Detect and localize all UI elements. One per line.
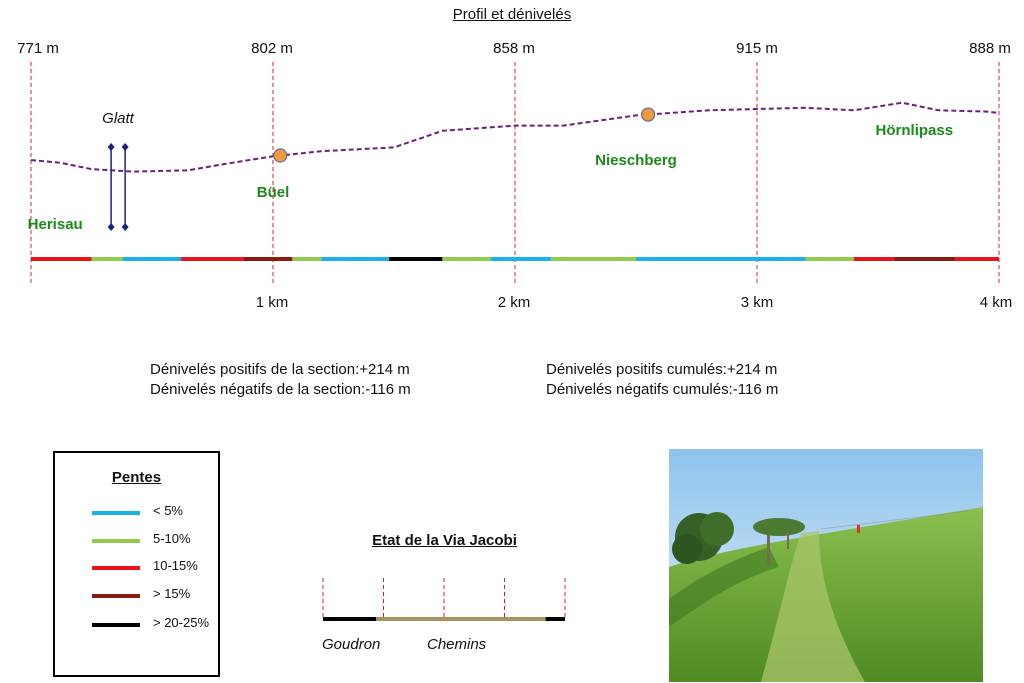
- legend-swatch-3: [92, 566, 140, 570]
- etat-segment-2: [376, 617, 546, 621]
- slope-segment-14: [853, 257, 895, 261]
- distance-gridlines: [30, 62, 1000, 286]
- place-label-1: Herisau: [27, 216, 83, 233]
- slope-segment-2: [91, 257, 123, 261]
- glatt-label: Glatt: [102, 110, 134, 127]
- cumulative-positive-gain: Dénivelés positifs cumulés:+214 m: [546, 361, 778, 378]
- legend-swatch-4: [92, 594, 140, 598]
- place-label-3: Nieschberg: [595, 152, 677, 169]
- etat-label-goudron: Goudron: [322, 636, 381, 653]
- elevation-profile-line: [30, 101, 1000, 173]
- distance-label-2km: 2 km: [497, 294, 531, 311]
- landscape-photo: [669, 449, 983, 682]
- elevation-label-1: 771 m: [17, 40, 59, 57]
- cumulative-negative-gain: Dénivelés négatifs cumulés:-116 m: [546, 381, 779, 398]
- distance-label-3km: 3 km: [740, 294, 774, 311]
- slope-segment-13: [805, 257, 854, 261]
- slope-segment-7: [321, 257, 390, 261]
- waypoint-1: [273, 148, 288, 163]
- glatt-diamond-top-2: [121, 143, 129, 151]
- glatt-diamond-top-1: [107, 143, 115, 151]
- slope-segment-6: [292, 257, 322, 261]
- distance-label-4km: 4 km: [979, 294, 1013, 311]
- etat-segment-3: [545, 617, 565, 621]
- slope-legend: Pentes < 5% 5-10% 10-15% > 15% > 20-25%: [53, 451, 220, 677]
- legend-swatch-1: [92, 511, 140, 515]
- elevation-label-5: 888 m: [969, 40, 1011, 57]
- slope-segment-16: [955, 257, 999, 261]
- slope-segment-8: [389, 257, 443, 261]
- legend-label-2: 5-10%: [153, 531, 191, 546]
- slope-segment-12: [636, 257, 806, 261]
- glatt-diamond-bottom-1: [107, 223, 115, 231]
- legend-label-4: > 15%: [153, 586, 191, 601]
- place-label-4: Hörnlipass: [875, 122, 954, 139]
- etat-bar-chart: [322, 578, 566, 621]
- slope-segment-1: [31, 257, 92, 261]
- elevation-label-4: 915 m: [736, 40, 778, 57]
- place-label-2: Büel: [256, 184, 290, 201]
- slope-segment-3: [122, 257, 182, 261]
- legend-label-5: > 20-25%: [153, 615, 210, 630]
- legend-label-1: < 5%: [153, 503, 183, 518]
- glatt-diamond-bottom-2: [121, 223, 129, 231]
- slope-segment-4: [181, 257, 244, 261]
- slope-segment-5: [243, 257, 293, 261]
- section-negative-gain: Dénivelés négatifs de la section:-116 m: [150, 381, 411, 398]
- waypoint-2: [640, 107, 656, 122]
- waypoints: [273, 107, 656, 163]
- etat-label-chemins: Chemins: [427, 636, 487, 653]
- etat-title: Etat de la Via Jacobi: [372, 532, 517, 549]
- legend-swatch-2: [92, 539, 140, 543]
- elevation-label-2: 802 m: [251, 40, 293, 57]
- section-positive-gain: Dénivelés positifs de la section:+214 m: [150, 361, 410, 378]
- distance-label-1km: 1 km: [255, 294, 289, 311]
- etat-segment-1: [323, 617, 377, 621]
- legend-swatch-5: [92, 623, 140, 627]
- legend-label-3: 10-15%: [153, 558, 198, 573]
- chart-title: Profil et dénivelés: [452, 6, 572, 23]
- glatt-marker: [107, 143, 129, 231]
- elevation-profile-chart: [30, 62, 1000, 286]
- slope-segment-11: [551, 257, 636, 261]
- legend-title: Pentes: [111, 469, 162, 486]
- elevation-label-3: 858 m: [493, 40, 535, 57]
- slope-segment-10: [490, 257, 552, 261]
- slope-segment-9: [442, 257, 491, 261]
- slope-bar: [31, 257, 999, 261]
- slope-segment-15: [894, 257, 956, 261]
